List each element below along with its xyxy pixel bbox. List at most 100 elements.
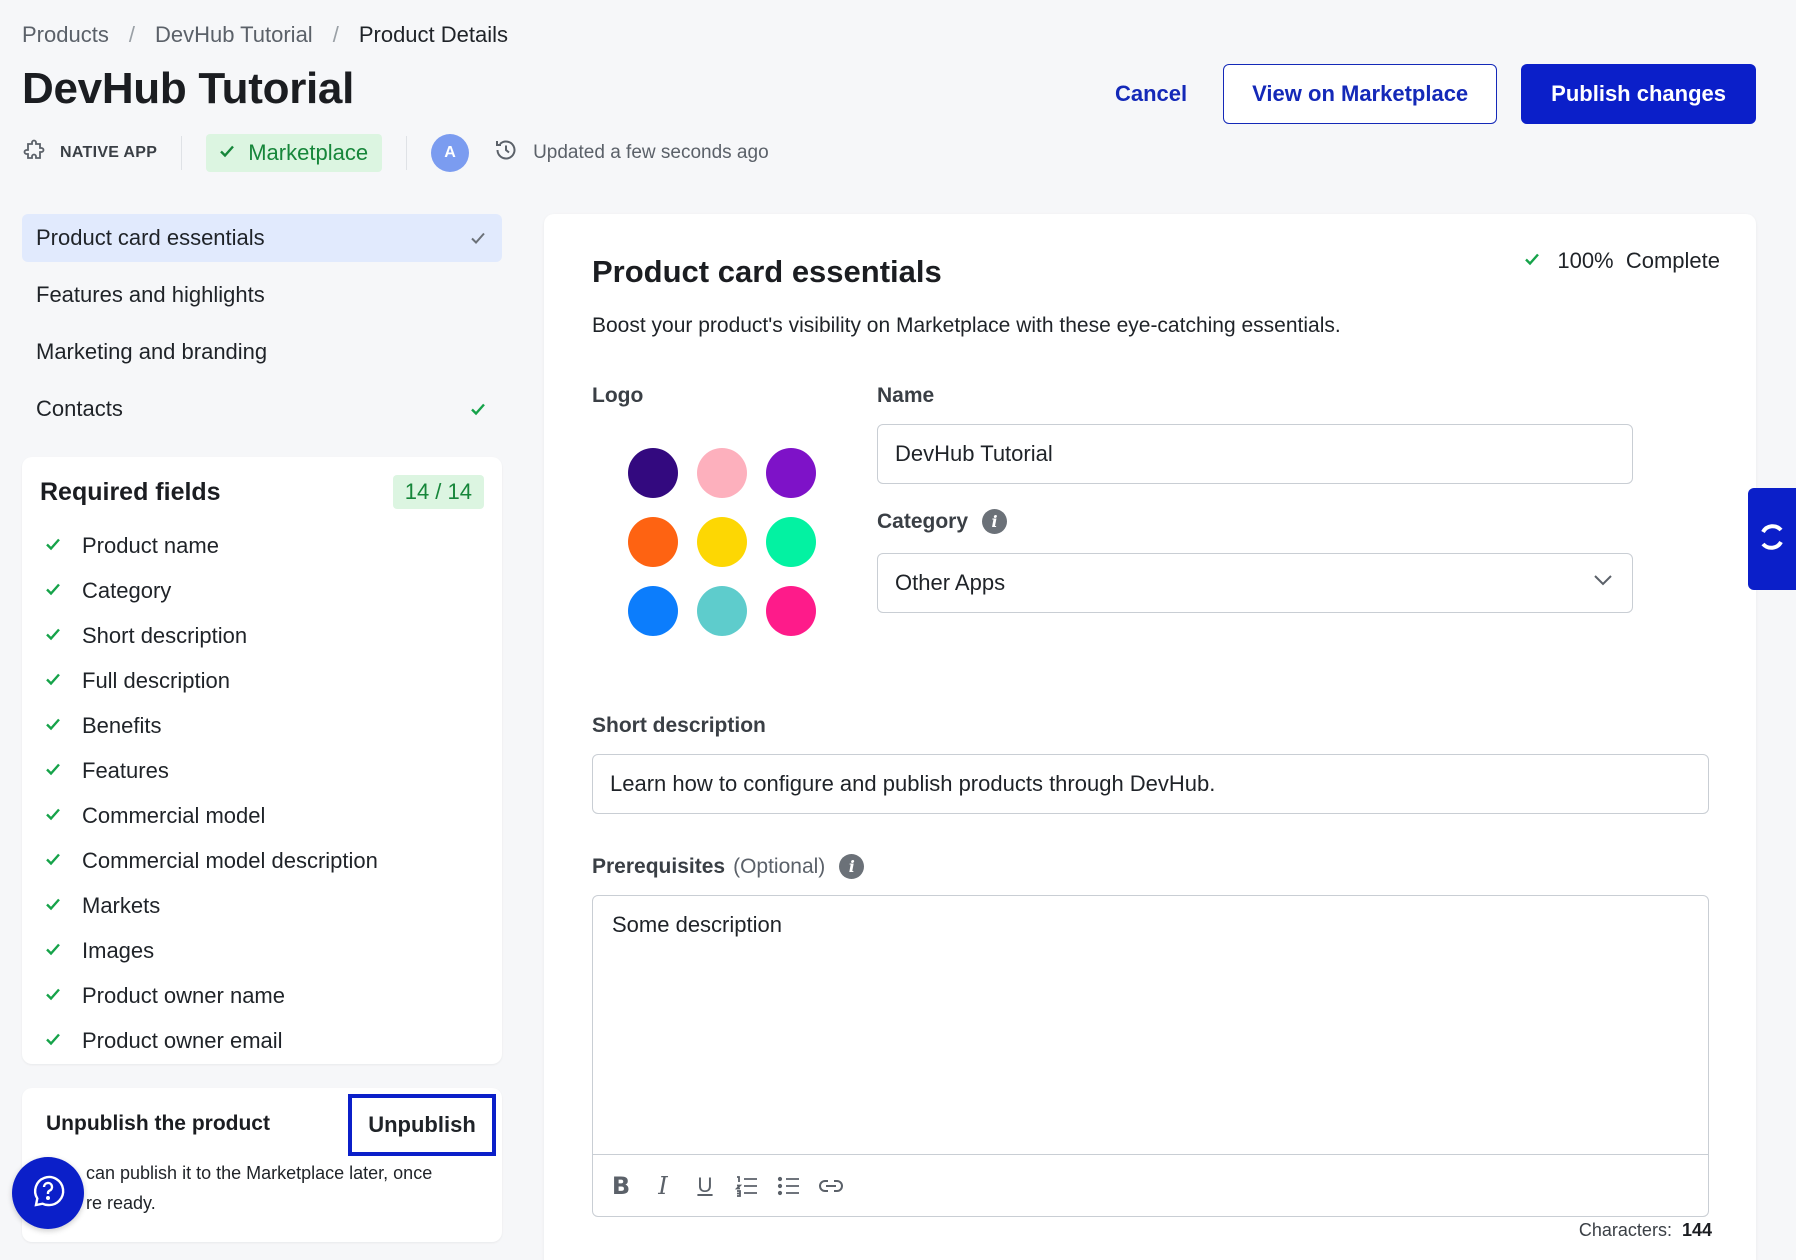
section-description: Boost your product's visibility on Marke… [592, 314, 1341, 337]
category-select[interactable]: Other Apps [877, 553, 1633, 613]
check-icon [468, 399, 488, 419]
unpublish-card: Unpublish the product Unpublish can publ… [22, 1088, 502, 1242]
category-select-value: Other Apps [895, 570, 1006, 595]
check-icon [1523, 248, 1541, 274]
logo-color-swatch[interactable] [766, 586, 816, 636]
check-icon [44, 803, 62, 829]
required-field-item: Category [44, 568, 502, 613]
sidebar-nav: Product card essentials Features and hig… [22, 214, 502, 442]
required-fields-title: Required fields [40, 477, 221, 506]
underline-icon[interactable]: U [697, 1173, 713, 1197]
check-icon [44, 758, 62, 784]
help-button[interactable] [12, 1157, 84, 1229]
feedback-side-tab[interactable] [1748, 488, 1796, 590]
unpublish-button[interactable]: Unpublish [348, 1094, 496, 1156]
required-field-item: Images [44, 928, 502, 973]
required-fields-header: Required fields 14 / 14 [22, 457, 502, 515]
unpublish-description-line: can publish it to the Marketplace later,… [86, 1163, 433, 1183]
required-field-item: Commercial model [44, 793, 502, 838]
category-label-text: Category [877, 509, 969, 533]
check-icon [44, 533, 62, 559]
required-field-label: Full description [82, 667, 230, 693]
name-label: Name [877, 384, 935, 407]
name-input[interactable]: DevHub Tutorial [877, 424, 1633, 484]
logo-color-swatch[interactable] [766, 517, 816, 567]
ordered-list-icon[interactable] [733, 1171, 761, 1201]
short-description-input[interactable]: Learn how to configure and publish produ… [592, 754, 1709, 814]
unpublish-description: can publish it to the Marketplace later,… [46, 1158, 486, 1218]
logo-color-swatch[interactable] [766, 448, 816, 498]
sidebar-item-features-and-highlights[interactable]: Features and highlights [22, 271, 502, 319]
last-updated-text: Updated a few seconds ago [533, 142, 769, 163]
history-icon [493, 137, 519, 169]
sidebar-item-label: Product card essentials [36, 225, 265, 250]
required-field-label: Markets [82, 892, 161, 918]
check-icon [218, 140, 236, 166]
required-field-label: Commercial model description [82, 847, 378, 873]
avatar[interactable]: A [431, 134, 470, 172]
required-field-label: Category [82, 577, 172, 603]
required-field-label: Images [82, 937, 155, 963]
logo-color-swatch[interactable] [697, 517, 747, 567]
check-icon [44, 1028, 62, 1054]
check-icon [44, 623, 62, 649]
required-field-item: Full description [44, 658, 502, 703]
character-count-value: 144 [1681, 1220, 1712, 1240]
required-field-item: Benefits [44, 703, 502, 748]
logo-label: Logo [592, 384, 644, 407]
optional-tag: (Optional) [733, 854, 826, 878]
required-field-item: Product owner email [44, 1018, 502, 1063]
meta-row: NATIVE APP Marketplace A Updated a few s… [22, 133, 769, 173]
sidebar-item-marketing-and-branding[interactable]: Marketing and branding [22, 328, 502, 376]
name-input-value: DevHub Tutorial [895, 441, 1053, 466]
view-on-marketplace-button[interactable]: View on Marketplace [1223, 64, 1498, 124]
required-field-label: Short description [82, 622, 248, 648]
bullet-list-icon[interactable] [775, 1171, 803, 1201]
marketplace-status-badge: Marketplace [206, 134, 383, 172]
required-fields-count: 14 / 14 [392, 475, 484, 509]
help-icon [30, 1173, 66, 1214]
prerequisites-label-text: Prerequisites [592, 854, 726, 878]
logo-color-swatch[interactable] [628, 586, 678, 636]
check-icon [44, 983, 62, 1009]
check-icon [44, 938, 62, 964]
prerequisites-editor[interactable]: Some description B I U [592, 895, 1709, 1217]
link-icon[interactable] [817, 1171, 845, 1201]
required-field-label: Benefits [82, 712, 162, 738]
app-type-label: NATIVE APP [60, 144, 158, 161]
required-field-label: Features [82, 757, 169, 783]
breadcrumb-current: Product Details [358, 22, 509, 47]
app-type: NATIVE APP [22, 139, 157, 168]
divider [181, 136, 183, 170]
breadcrumb-separator: / [332, 22, 339, 47]
header-actions: Cancel View on Marketplace Publish chang… [1103, 64, 1756, 124]
required-field-item: Commercial model description [44, 838, 502, 883]
breadcrumb-products[interactable]: Products [22, 22, 109, 47]
cancel-button[interactable]: Cancel [1103, 81, 1199, 107]
required-field-label: Commercial model [82, 802, 266, 828]
logo-color-swatch[interactable] [697, 448, 747, 498]
breadcrumb-separator: / [128, 22, 135, 47]
sidebar-item-contacts[interactable]: Contacts [22, 385, 502, 433]
logo-color-swatch[interactable] [697, 586, 747, 636]
character-count-label: Characters: [1578, 1220, 1672, 1240]
sidebar-item-label: Contacts [36, 396, 123, 421]
required-field-item: Product owner name [44, 973, 502, 1018]
info-icon[interactable]: i [982, 509, 1008, 534]
sidebar-item-product-card-essentials[interactable]: Product card essentials [22, 214, 502, 262]
check-icon [44, 578, 62, 604]
info-icon[interactable]: i [839, 854, 865, 879]
required-field-label: Product name [82, 532, 219, 558]
check-icon [468, 228, 488, 248]
logo-color-swatch[interactable] [628, 517, 678, 567]
required-field-label: Product owner name [82, 982, 285, 1008]
short-description-label: Short description [592, 714, 766, 737]
required-field-item: Short description [44, 613, 502, 658]
bold-icon[interactable]: B [611, 1171, 631, 1200]
logo-color-picker [628, 448, 816, 636]
breadcrumb-devhub-tutorial[interactable]: DevHub Tutorial [154, 22, 313, 47]
logo-color-swatch[interactable] [628, 448, 678, 498]
required-field-item: Product name [44, 523, 502, 568]
publish-changes-button[interactable]: Publish changes [1521, 64, 1756, 124]
italic-icon[interactable]: I [658, 1171, 668, 1200]
